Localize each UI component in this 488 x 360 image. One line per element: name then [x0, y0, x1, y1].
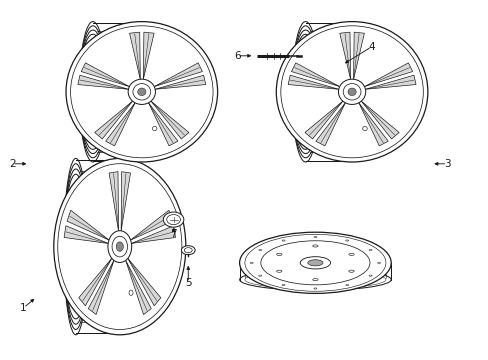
- Polygon shape: [79, 258, 112, 306]
- Polygon shape: [81, 63, 129, 86]
- Polygon shape: [154, 63, 202, 86]
- Ellipse shape: [112, 236, 127, 257]
- Ellipse shape: [348, 270, 353, 272]
- Polygon shape: [125, 260, 151, 315]
- Ellipse shape: [54, 158, 185, 335]
- Ellipse shape: [258, 275, 261, 276]
- Text: 5: 5: [184, 278, 191, 288]
- Polygon shape: [305, 101, 342, 139]
- Polygon shape: [127, 258, 161, 306]
- Text: 2: 2: [9, 159, 16, 169]
- Ellipse shape: [345, 284, 348, 286]
- Polygon shape: [121, 172, 130, 231]
- Ellipse shape: [313, 288, 316, 289]
- Ellipse shape: [312, 279, 317, 281]
- Ellipse shape: [138, 88, 145, 96]
- Ellipse shape: [313, 237, 316, 238]
- Ellipse shape: [258, 249, 261, 251]
- Ellipse shape: [345, 240, 348, 241]
- Text: 4: 4: [367, 42, 374, 52]
- Ellipse shape: [312, 245, 317, 247]
- Polygon shape: [151, 101, 188, 139]
- Polygon shape: [358, 103, 387, 146]
- Ellipse shape: [338, 79, 365, 104]
- Ellipse shape: [152, 126, 157, 131]
- Ellipse shape: [276, 253, 282, 256]
- Ellipse shape: [300, 257, 330, 269]
- Ellipse shape: [66, 22, 217, 162]
- Polygon shape: [155, 75, 205, 89]
- Polygon shape: [339, 32, 350, 79]
- Polygon shape: [64, 226, 108, 243]
- Polygon shape: [364, 63, 412, 86]
- Ellipse shape: [239, 232, 390, 293]
- Text: 7: 7: [170, 229, 177, 239]
- Ellipse shape: [239, 269, 390, 290]
- Polygon shape: [143, 32, 154, 79]
- Ellipse shape: [128, 79, 155, 104]
- Polygon shape: [361, 101, 398, 139]
- Ellipse shape: [166, 215, 180, 225]
- Polygon shape: [315, 103, 345, 146]
- Ellipse shape: [133, 84, 150, 100]
- Polygon shape: [291, 63, 339, 86]
- Polygon shape: [78, 75, 128, 89]
- Ellipse shape: [377, 262, 380, 264]
- Ellipse shape: [250, 262, 253, 264]
- Polygon shape: [129, 32, 140, 79]
- Polygon shape: [353, 32, 364, 79]
- Ellipse shape: [368, 275, 371, 276]
- Ellipse shape: [276, 22, 427, 162]
- Ellipse shape: [282, 284, 285, 286]
- Ellipse shape: [307, 260, 322, 266]
- Ellipse shape: [282, 240, 285, 241]
- Text: 1: 1: [20, 303, 27, 313]
- Polygon shape: [131, 226, 175, 243]
- Polygon shape: [105, 103, 135, 146]
- Text: 3: 3: [443, 159, 450, 169]
- Ellipse shape: [244, 270, 385, 289]
- Polygon shape: [88, 260, 114, 315]
- Ellipse shape: [343, 84, 360, 100]
- Ellipse shape: [368, 249, 371, 251]
- Polygon shape: [130, 210, 172, 240]
- Ellipse shape: [276, 270, 282, 272]
- Ellipse shape: [163, 212, 183, 227]
- Ellipse shape: [116, 242, 123, 251]
- Polygon shape: [287, 75, 338, 89]
- Polygon shape: [109, 172, 118, 231]
- Ellipse shape: [108, 231, 131, 262]
- Ellipse shape: [362, 126, 366, 131]
- Ellipse shape: [347, 88, 355, 96]
- Ellipse shape: [348, 253, 353, 256]
- Polygon shape: [67, 210, 109, 240]
- Text: 6: 6: [233, 51, 240, 61]
- Polygon shape: [95, 101, 132, 139]
- Ellipse shape: [181, 246, 195, 255]
- Polygon shape: [148, 103, 178, 146]
- Ellipse shape: [129, 290, 133, 296]
- Ellipse shape: [260, 241, 369, 285]
- Polygon shape: [365, 75, 415, 89]
